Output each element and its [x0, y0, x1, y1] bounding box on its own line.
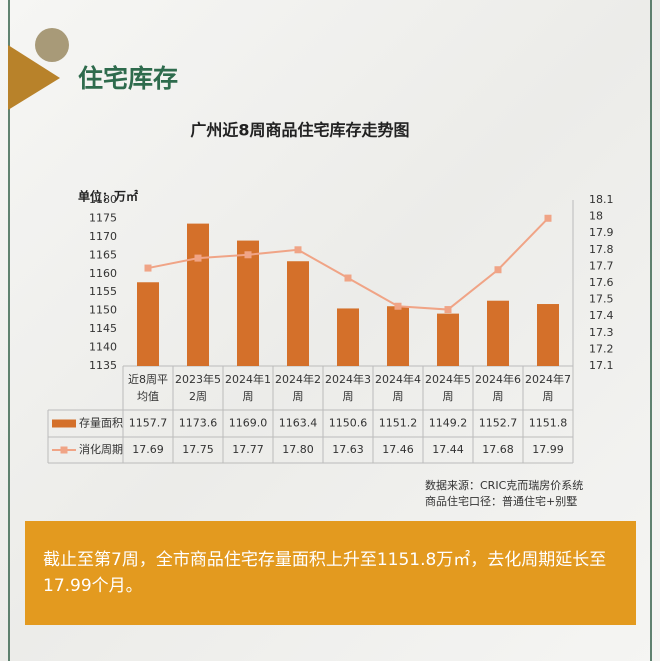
header-title: 住宅库存 — [78, 64, 178, 93]
table-value: 17.63 — [332, 443, 364, 456]
table-value: 1151.8 — [529, 417, 568, 430]
bar — [437, 313, 459, 366]
line-marker — [194, 254, 202, 262]
y2-tick-label: 17.2 — [589, 342, 614, 355]
table-value: 1152.7 — [479, 417, 518, 430]
chart-title: 广州近8周商品住宅库存走势图 — [190, 121, 409, 140]
line-marker — [244, 251, 252, 259]
y-tick-label: 1135 — [89, 359, 117, 372]
bar — [337, 308, 359, 366]
x-tick-label: 2024年1周 — [225, 373, 271, 403]
line-marker — [494, 266, 502, 274]
table-value: 1163.4 — [279, 417, 318, 430]
y2-tick-label: 17.3 — [589, 326, 614, 339]
y2-tick-label: 17.1 — [589, 359, 614, 372]
line-marker — [394, 302, 402, 310]
table-value: 17.75 — [182, 443, 214, 456]
y-axis-label: 单位：万㎡ — [78, 189, 138, 204]
line-marker — [544, 214, 552, 222]
y-tick-label: 1175 — [89, 211, 117, 224]
header-triangle — [8, 45, 60, 110]
line-marker — [444, 306, 452, 314]
y-tick-label: 1165 — [89, 248, 117, 261]
y-tick-label: 1155 — [89, 285, 117, 298]
source-line: 数据来源：CRIC克而瑞房价系统 — [425, 478, 583, 492]
table-value: 17.77 — [232, 443, 264, 456]
table-value: 1150.6 — [329, 417, 368, 430]
line-marker — [344, 274, 352, 282]
y2-tick-label: 18 — [589, 210, 603, 223]
line-marker — [294, 246, 302, 254]
table-value: 17.68 — [482, 443, 514, 456]
y2-tick-label: 17.4 — [589, 309, 614, 322]
x-tick-label: 2024年7周 — [525, 373, 571, 403]
line-marker — [144, 264, 152, 272]
y2-tick-label: 17.5 — [589, 293, 614, 306]
x-tick-label: 2024年5周 — [425, 373, 471, 403]
x-tick-label: 2024年6周 — [475, 373, 521, 403]
y2-tick-label: 17.8 — [589, 243, 614, 256]
y-tick-label: 1180 — [89, 193, 117, 206]
legend-label: 存量面积 — [79, 416, 123, 430]
x-tick-label: 2024年3周 — [325, 373, 371, 403]
legend-swatch — [52, 419, 76, 428]
legend-marker — [60, 446, 68, 454]
y2-tick-label: 18.1 — [589, 193, 614, 206]
bar — [237, 240, 259, 366]
summary-box: 截止至第7周，全市商品住宅存量面积上升至1151.8万㎡，去化周期延长至17.9… — [25, 521, 636, 625]
bar — [137, 282, 159, 366]
table-value: 17.80 — [282, 443, 314, 456]
y2-tick-label: 17.9 — [589, 226, 614, 239]
table-value: 17.69 — [132, 443, 164, 456]
source-line: 商品住宅口径：普通住宅+别墅 — [425, 494, 577, 508]
bar — [487, 300, 509, 366]
table-value: 1173.6 — [179, 417, 218, 430]
x-tick-label: 近8周平均值 — [128, 373, 168, 403]
x-tick-label: 2024年2周 — [275, 373, 321, 403]
y-tick-label: 1150 — [89, 304, 117, 317]
table-value: 17.44 — [432, 443, 464, 456]
y-tick-label: 1140 — [89, 341, 117, 354]
y-tick-label: 1145 — [89, 322, 117, 335]
header-circle — [35, 28, 69, 62]
table-value: 1151.2 — [379, 417, 418, 430]
bar — [387, 306, 409, 366]
y2-tick-label: 17.6 — [589, 276, 614, 289]
bar — [537, 304, 559, 366]
x-tick-label: 2023年52周 — [175, 373, 221, 403]
y-tick-label: 1160 — [89, 267, 117, 280]
table-value: 1169.0 — [229, 417, 268, 430]
table-value: 1157.7 — [129, 417, 168, 430]
legend-label: 消化周期 — [79, 442, 123, 456]
table-value: 17.46 — [382, 443, 414, 456]
table-value: 17.99 — [532, 443, 564, 456]
bar — [287, 261, 309, 366]
bar — [187, 223, 209, 366]
y-tick-label: 1170 — [89, 230, 117, 243]
y2-tick-label: 17.7 — [589, 259, 614, 272]
table-value: 1149.2 — [429, 417, 468, 430]
x-tick-label: 2024年4周 — [375, 373, 421, 403]
